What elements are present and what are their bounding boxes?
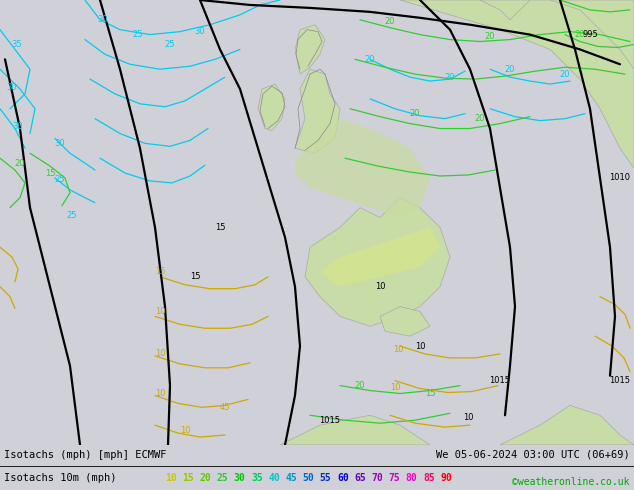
Text: 20: 20: [444, 73, 455, 82]
Text: 30: 30: [234, 473, 245, 483]
Text: 55: 55: [320, 473, 332, 483]
Text: 1015: 1015: [489, 376, 510, 385]
Polygon shape: [320, 227, 440, 287]
Polygon shape: [295, 69, 340, 153]
Text: 10: 10: [155, 307, 165, 316]
Text: 10: 10: [165, 473, 177, 483]
Polygon shape: [500, 405, 634, 445]
Polygon shape: [550, 0, 634, 69]
Text: 80: 80: [406, 473, 418, 483]
Text: 35: 35: [11, 40, 22, 49]
Text: 65: 65: [354, 473, 366, 483]
Text: 25: 25: [133, 30, 143, 39]
Text: 45: 45: [285, 473, 297, 483]
Polygon shape: [380, 307, 430, 336]
Text: 20: 20: [475, 114, 485, 123]
Text: 15: 15: [425, 389, 436, 398]
Polygon shape: [400, 0, 634, 168]
Text: 30: 30: [55, 139, 65, 148]
Text: 10: 10: [415, 342, 425, 350]
Text: 15: 15: [45, 169, 55, 177]
Polygon shape: [480, 0, 530, 20]
Text: 1015: 1015: [320, 416, 340, 425]
Polygon shape: [295, 24, 325, 74]
Text: 25: 25: [55, 175, 65, 184]
Text: 30: 30: [195, 27, 205, 36]
Text: 35: 35: [251, 473, 262, 483]
Text: ©weatheronline.co.uk: ©weatheronline.co.uk: [512, 477, 630, 487]
Text: 20: 20: [355, 381, 365, 390]
Text: Isotachs 10m (mph): Isotachs 10m (mph): [4, 473, 117, 483]
Text: 20: 20: [560, 70, 570, 79]
Text: We 05-06-2024 03:00 UTC (06+69): We 05-06-2024 03:00 UTC (06+69): [436, 450, 630, 460]
Text: 10: 10: [155, 389, 165, 398]
Text: 40: 40: [268, 473, 280, 483]
Text: 10: 10: [375, 282, 385, 291]
Text: 10: 10: [463, 413, 473, 422]
Text: 20: 20: [485, 32, 495, 41]
Text: 15: 15: [182, 473, 194, 483]
Text: 20: 20: [385, 17, 395, 26]
Text: 15: 15: [155, 268, 165, 276]
Text: 70: 70: [372, 473, 383, 483]
Text: 25: 25: [217, 473, 228, 483]
Text: 30: 30: [13, 122, 23, 131]
Text: 15: 15: [190, 272, 200, 281]
Polygon shape: [258, 84, 285, 130]
Text: 995: 995: [582, 30, 598, 39]
Text: 20: 20: [365, 55, 375, 64]
Text: 85: 85: [423, 473, 435, 483]
Text: 1015: 1015: [609, 376, 630, 385]
Polygon shape: [295, 119, 430, 218]
Text: 1010: 1010: [609, 173, 630, 182]
Text: 50: 50: [302, 473, 314, 483]
Text: 30: 30: [7, 82, 17, 92]
Text: 15: 15: [215, 223, 225, 232]
Text: 45: 45: [220, 403, 230, 412]
Text: 75: 75: [389, 473, 400, 483]
Text: 20: 20: [505, 65, 515, 74]
Text: 20: 20: [15, 159, 25, 168]
Text: 10: 10: [390, 383, 400, 392]
Text: 30: 30: [98, 15, 108, 24]
Text: 10: 10: [392, 344, 403, 353]
Text: 25: 25: [165, 40, 175, 49]
Text: 10: 10: [180, 426, 190, 435]
Polygon shape: [305, 198, 450, 326]
Text: 90: 90: [440, 473, 452, 483]
Text: Isotachs (mph) [mph] ECMWF: Isotachs (mph) [mph] ECMWF: [4, 450, 167, 460]
Text: 10: 10: [155, 349, 165, 359]
Text: 20: 20: [410, 109, 420, 118]
Polygon shape: [280, 415, 430, 445]
Text: 20: 20: [200, 473, 211, 483]
Text: 25: 25: [67, 211, 77, 220]
Text: 60: 60: [337, 473, 349, 483]
Text: 20: 20: [575, 30, 585, 39]
